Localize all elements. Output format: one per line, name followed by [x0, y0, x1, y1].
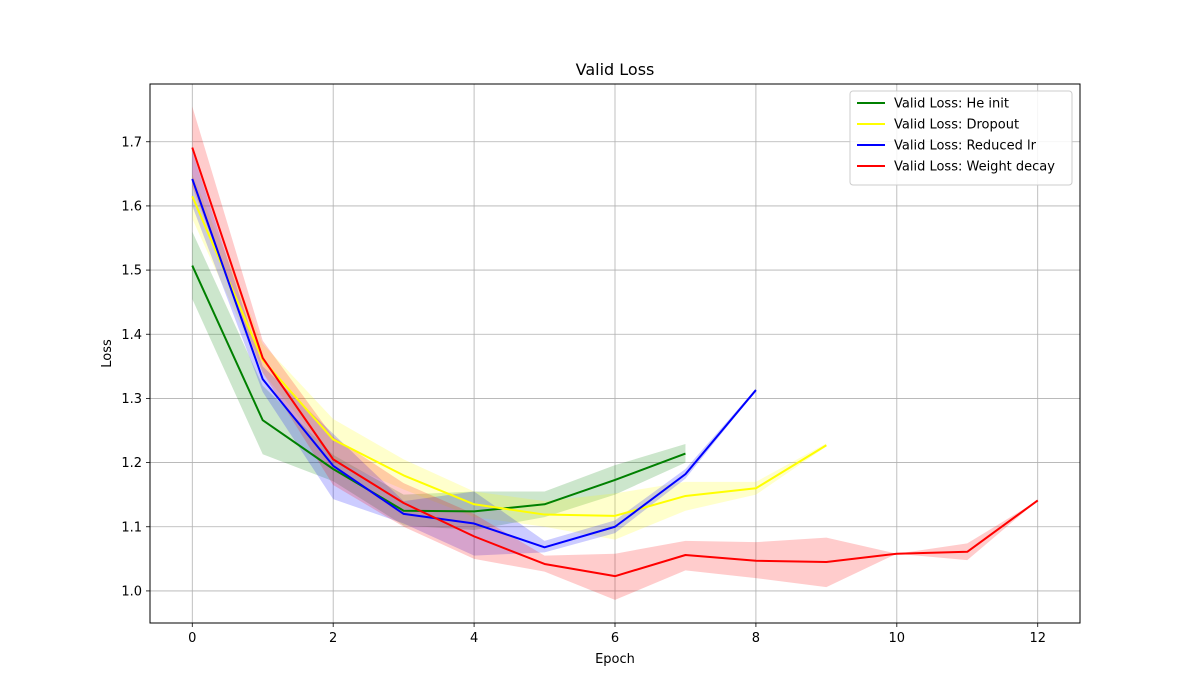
y-tick-label: 1.5 [121, 264, 142, 279]
y-tick-label: 1.1 [121, 520, 142, 535]
series-lines [191, 147, 1039, 578]
legend: Valid Loss: He init Valid Loss: Dropout Va… [849, 90, 1073, 186]
legend-label: Valid Loss: He init [894, 97, 1009, 112]
x-axis-label: Epoch [595, 652, 635, 667]
y-axis-ticks: 1.0 1.1 1.2 1.3 1.4 1.5 1.6 1.7 [121, 135, 150, 599]
series-line [191, 195, 827, 517]
y-tick-label: 1.4 [121, 328, 142, 343]
grid-lines [150, 84, 1080, 623]
x-tick-label: 2 [329, 631, 337, 646]
series-line [191, 178, 757, 549]
series-line [191, 147, 1039, 578]
x-axis-ticks: 0 2 4 6 8 10 12 [188, 623, 1046, 646]
y-tick-label: 1.2 [121, 456, 142, 471]
x-tick-label: 8 [752, 631, 760, 646]
x-tick-label: 10 [889, 631, 906, 646]
y-axis-label: Loss [100, 339, 115, 368]
legend-label: Valid Loss: Weight decay [894, 160, 1055, 175]
y-tick-label: 1.7 [121, 135, 142, 150]
confidence-band [192, 231, 686, 530]
legend-label: Valid Loss: Reduced lr [894, 139, 1037, 154]
y-tick-label: 1.6 [121, 199, 142, 214]
y-tick-label: 1.0 [121, 584, 142, 599]
y-tick-label: 1.3 [121, 392, 142, 407]
legend-box [849, 90, 1073, 186]
x-tick-label: 0 [188, 631, 196, 646]
series-line [191, 265, 686, 513]
chart-title: Valid Loss [576, 60, 655, 79]
x-tick-label: 6 [611, 631, 619, 646]
x-tick-label: 12 [1029, 631, 1046, 646]
confidence-band [192, 106, 1038, 600]
legend-label: Valid Loss: Dropout [894, 118, 1019, 133]
x-tick-label: 4 [470, 631, 478, 646]
confidence-band [192, 151, 756, 556]
